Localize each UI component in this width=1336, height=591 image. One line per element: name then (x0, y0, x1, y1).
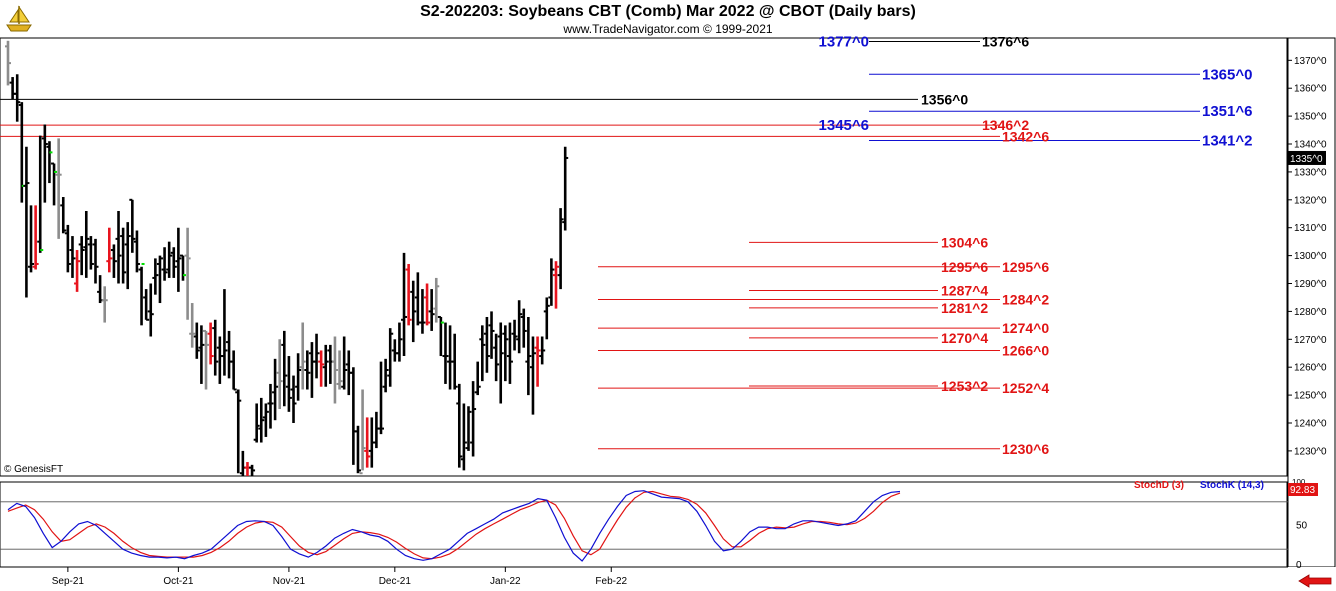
level-label: 1287^4 (941, 282, 988, 298)
level-label: 1284^2 (1002, 292, 1049, 308)
price-plot-frame (0, 37, 1288, 477)
x-tick-label: Jan-22 (490, 576, 521, 587)
y-tick-label: 1330^0 (1294, 167, 1327, 178)
y-tick-label: 1310^0 (1294, 223, 1327, 234)
y-tick-label: 1290^0 (1294, 279, 1327, 290)
y-tick-label: 1270^0 (1294, 335, 1327, 346)
level-label: 1274^0 (1002, 320, 1049, 336)
level-label: 1356^0 (921, 91, 968, 107)
level-label: 1346^2 (982, 117, 1029, 133)
y-tick-label: 1340^0 (1294, 140, 1327, 151)
stochd-legend: StochD (3) (1134, 480, 1184, 491)
x-tick-label: Oct-21 (163, 576, 193, 587)
stochd-line (7, 490, 901, 560)
level-label: 1377^0 (819, 33, 869, 50)
y-tick-label: 1260^0 (1294, 363, 1327, 374)
stochastic-plot-frame (0, 481, 1288, 568)
stochk-legend: StochK (14,3) (1200, 480, 1264, 491)
y-tick-label: 1250^0 (1294, 391, 1327, 402)
y-tick-label: 1230^0 (1294, 446, 1327, 457)
last-price-label: 1335^0 (1290, 154, 1323, 165)
level-label: 1304^6 (941, 234, 988, 250)
x-tick-label: Dec-21 (379, 576, 412, 587)
watermark-text: © GenesisFT (4, 464, 63, 475)
time-axis-bg (0, 567, 1336, 591)
level-label: 1341^2 (1202, 133, 1252, 150)
x-tick-label: Sep-21 (52, 576, 85, 587)
stoch-y-tick-label: 0 (1296, 560, 1302, 571)
chart-title: S2-202203: Soybeans CBT (Comb) Mar 2022 … (420, 3, 916, 20)
x-tick-label: Feb-22 (595, 576, 627, 587)
stoch-value-badge (1288, 483, 1318, 496)
level-label: 1376^6 (982, 33, 1029, 49)
stochk-line (7, 490, 901, 562)
level-label: 1342^6 (1002, 128, 1049, 144)
level-label: 1230^6 (1002, 441, 1049, 457)
y-tick-label: 1300^0 (1294, 251, 1327, 262)
y-tick-label: 1370^0 (1294, 56, 1327, 67)
x-tick-label: Nov-21 (273, 576, 306, 587)
last-price-badge (1288, 150, 1326, 165)
chart-subtitle: www.TradeNavigator.com © 1999-2021 (563, 22, 773, 36)
level-label: 1253^2 (941, 378, 988, 394)
price-axis (1287, 37, 1336, 568)
scroll-left-arrow-icon[interactable] (1298, 574, 1332, 588)
stoch-value-label: 92.83 (1290, 485, 1315, 496)
level-label: 1270^4 (941, 330, 988, 346)
stoch-top-label: 100 (1292, 478, 1306, 487)
chart-header: S2-202203: Soybeans CBT (Comb) Mar 2022 … (0, 0, 1336, 38)
y-tick-label: 1280^0 (1294, 307, 1327, 318)
y-tick-label: 1320^0 (1294, 195, 1327, 206)
y-tick-label: 1360^0 (1294, 84, 1327, 95)
level-label: 1252^4 (1002, 380, 1049, 396)
level-label: 1295^6 (1002, 259, 1049, 275)
y-tick-label: 1350^0 (1294, 112, 1327, 123)
level-label: 1351^6 (1202, 103, 1252, 120)
level-label: 1281^2 (941, 300, 988, 316)
level-label: 1365^0 (1202, 66, 1252, 83)
level-label: 1295^6 (941, 259, 988, 275)
stoch-y-tick-label: 50 (1296, 521, 1308, 532)
trade-navigator-ship-icon[interactable] (3, 3, 35, 33)
y-tick-label: 1240^0 (1294, 418, 1327, 429)
level-label: 1345^6 (819, 117, 869, 134)
level-label: 1266^0 (1002, 342, 1049, 358)
